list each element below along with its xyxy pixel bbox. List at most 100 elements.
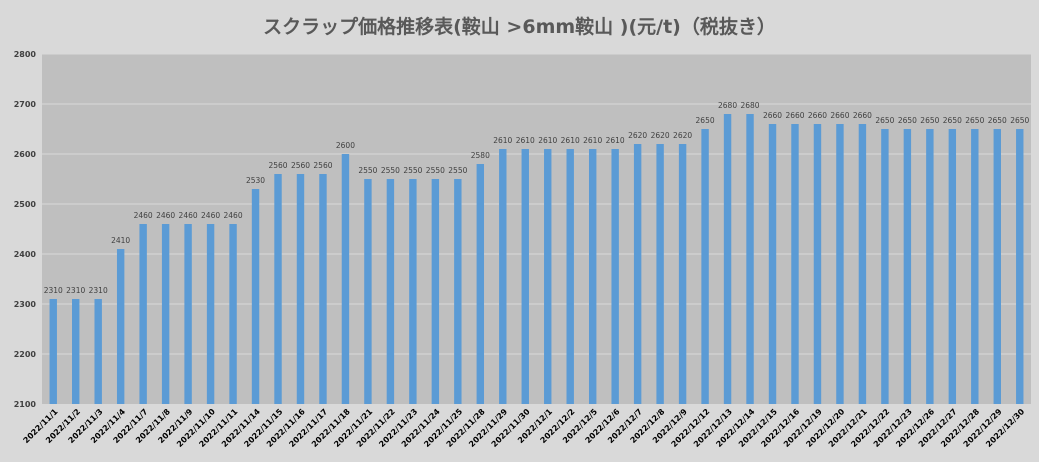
data-label: 2650 <box>965 116 984 125</box>
y-tick-label: 2400 <box>14 250 37 259</box>
data-label: 2460 <box>224 211 243 220</box>
bar <box>116 249 125 404</box>
bar <box>364 179 372 404</box>
bar <box>499 149 507 404</box>
data-label: 2610 <box>583 136 602 145</box>
data-label: 2550 <box>381 166 400 175</box>
data-label: 2560 <box>291 161 310 170</box>
bar <box>139 224 147 404</box>
data-label: 2560 <box>313 161 332 170</box>
bar <box>274 174 282 404</box>
bar <box>611 149 619 404</box>
data-label: 2580 <box>471 151 490 160</box>
y-tick-label: 2200 <box>14 350 37 359</box>
bar <box>94 299 102 404</box>
data-label: 2620 <box>673 131 692 140</box>
data-label: 2610 <box>538 136 557 145</box>
data-label: 2310 <box>66 286 85 295</box>
plot-area <box>42 54 1031 404</box>
bars <box>49 114 1024 404</box>
data-label: 2460 <box>201 211 220 220</box>
data-label: 2600 <box>336 141 355 150</box>
bar <box>251 189 260 404</box>
bar <box>813 124 822 404</box>
bar <box>229 224 237 404</box>
bar <box>588 149 597 404</box>
bar <box>72 299 80 404</box>
bar <box>161 224 170 404</box>
data-label: 2460 <box>134 211 153 220</box>
data-label: 2660 <box>763 111 782 120</box>
y-tick-label: 2300 <box>14 300 37 309</box>
data-label: 2550 <box>358 166 377 175</box>
y-tick-label: 2100 <box>14 400 37 409</box>
bar <box>206 224 215 404</box>
bar <box>454 179 462 404</box>
bar <box>926 129 934 404</box>
bar <box>409 179 417 404</box>
data-label: 2560 <box>268 161 287 170</box>
chart-title: スクラップ価格推移表(鞍山 >6mm鞍山 )(元/t)（税抜き） <box>263 16 776 38</box>
data-label: 2680 <box>740 101 759 110</box>
data-label: 2460 <box>156 211 175 220</box>
bar <box>184 224 192 404</box>
bar <box>386 179 395 404</box>
data-label: 2650 <box>988 116 1007 125</box>
data-label: 2310 <box>44 286 63 295</box>
data-label: 2650 <box>920 116 939 125</box>
data-label: 2620 <box>651 131 670 140</box>
bar <box>319 174 327 404</box>
bar <box>296 174 305 404</box>
bar <box>858 124 867 404</box>
data-label: 2650 <box>875 116 894 125</box>
data-label: 2610 <box>606 136 625 145</box>
data-label: 2680 <box>718 101 737 110</box>
y-tick-label: 2700 <box>14 100 37 109</box>
bar <box>544 149 552 404</box>
bar <box>701 129 709 404</box>
bar <box>723 114 732 404</box>
bar <box>341 154 350 404</box>
y-tick-label: 2800 <box>14 50 37 59</box>
bar <box>993 129 1001 404</box>
y-tick-label: 2600 <box>14 150 37 159</box>
data-label: 2620 <box>628 131 647 140</box>
data-label: 2550 <box>448 166 467 175</box>
bar <box>768 124 777 404</box>
data-label: 2530 <box>246 176 265 185</box>
bar <box>881 129 889 404</box>
bar <box>49 299 57 404</box>
data-label: 2550 <box>426 166 445 175</box>
bar <box>791 124 799 404</box>
data-label: 2650 <box>898 116 917 125</box>
bar <box>746 114 754 404</box>
data-label: 2660 <box>853 111 872 120</box>
data-label: 2660 <box>808 111 827 120</box>
data-label: 2610 <box>516 136 535 145</box>
data-label: 2660 <box>785 111 804 120</box>
gridlines <box>42 53 1031 355</box>
data-label: 2310 <box>89 286 108 295</box>
data-label: 2650 <box>943 116 962 125</box>
bar <box>656 144 664 404</box>
data-label: 2610 <box>561 136 580 145</box>
data-label: 2650 <box>696 116 715 125</box>
x-axis-ticks: 2022/11/12022/11/22022/11/32022/11/42022… <box>22 407 1027 449</box>
bar <box>566 149 574 404</box>
bar <box>971 129 979 404</box>
data-label: 2610 <box>493 136 512 145</box>
data-label: 2650 <box>1010 116 1029 125</box>
data-label: 2460 <box>179 211 198 220</box>
y-tick-label: 2500 <box>14 200 37 209</box>
bar <box>476 164 485 404</box>
bar <box>678 144 687 404</box>
bar <box>948 129 957 404</box>
bar <box>431 179 440 404</box>
y-axis-ticks: 2100 2200 2300 2400 2500 2600 2700 2800 <box>14 50 37 409</box>
bar <box>903 129 912 404</box>
data-label: 2550 <box>403 166 422 175</box>
data-label: 2660 <box>830 111 849 120</box>
